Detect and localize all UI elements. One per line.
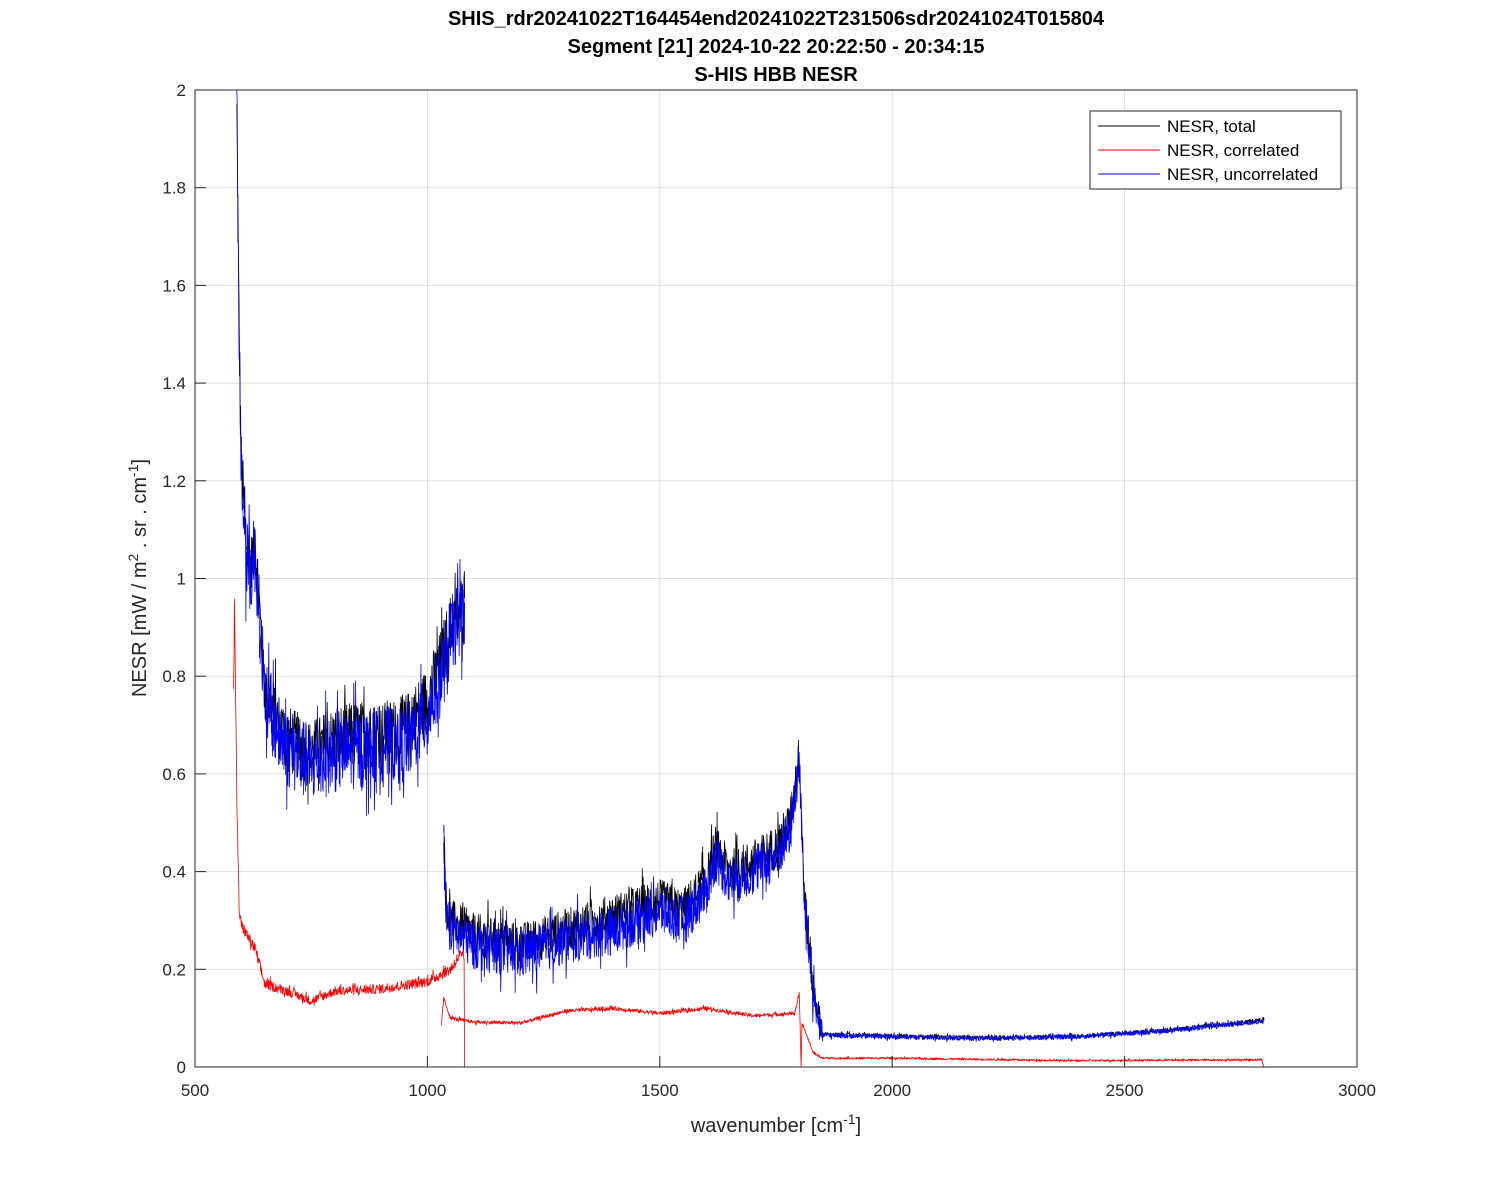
- x-axis-label: wavenumber [cm-1]: [690, 1111, 861, 1137]
- y-tick-label: 1: [177, 570, 186, 589]
- series-line-nesr-correlated: [233, 598, 466, 1068]
- y-tick-label: 0: [177, 1058, 186, 1077]
- title-line-2: Segment [21] 2024-10-22 20:22:50 - 20:34…: [568, 36, 985, 58]
- y-tick-label: 1.4: [162, 374, 186, 393]
- title-line-3: S-HIS HBB NESR: [694, 64, 858, 86]
- legend-label-total: NESR, total: [1167, 117, 1256, 136]
- grid: [194, 89, 1358, 1068]
- x-tick-label: 2500: [1106, 1081, 1144, 1100]
- y-tick-label: 0.4: [162, 863, 186, 882]
- legend: NESR, total NESR, correlated NESR, uncor…: [1089, 110, 1342, 190]
- y-tick-label: 0.6: [162, 765, 186, 784]
- y-tick-label: 1.2: [162, 472, 186, 491]
- y-tick-label: 0.2: [162, 960, 186, 979]
- series-line-nesr-total: [443, 739, 823, 1042]
- ticks: 500 1000 1500 2000 2500 3000 0 0.2 0.4 0.6 0.8 1 1.2…: [162, 81, 1376, 1100]
- series-line-nesr-uncorrelated: [443, 745, 823, 1040]
- x-tick-label: 2000: [873, 1081, 911, 1100]
- y-tick-label: 1.6: [162, 276, 186, 295]
- x-tick-label: 3000: [1338, 1081, 1376, 1100]
- series-line-nesr-correlated: [440, 991, 1265, 1068]
- series-line-nesr-uncorrelated: [236, 89, 466, 816]
- series-lines: [233, 89, 1265, 1068]
- x-tick-label: 1500: [641, 1081, 679, 1100]
- x-tick-label: 1000: [408, 1081, 446, 1100]
- title-line-1: SHIS_rdr20241022T164454end20241022T23150…: [448, 8, 1105, 30]
- series-line-nesr-uncorrelated: [822, 1018, 1265, 1043]
- x-tick-label: 500: [181, 1081, 209, 1100]
- legend-label-correlated: NESR, correlated: [1167, 141, 1299, 160]
- y-axis-label: NESR [mW / m2 . sr . cm-1]: [125, 459, 151, 697]
- y-tick-label: 2: [177, 81, 186, 100]
- legend-label-uncorrelated: NESR, uncorrelated: [1167, 165, 1318, 184]
- y-tick-label: 0.8: [162, 667, 186, 686]
- y-tick-label: 1.8: [162, 179, 186, 198]
